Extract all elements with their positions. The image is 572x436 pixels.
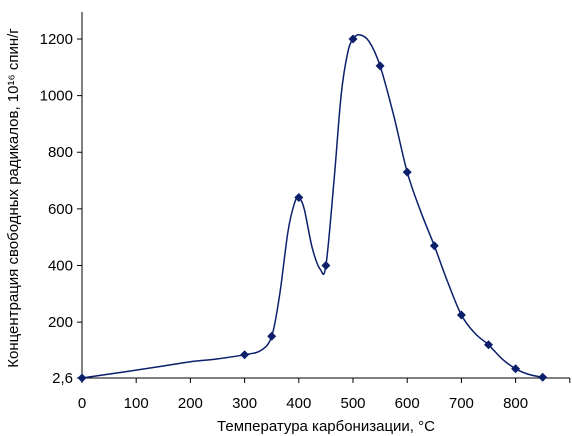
y-tick-label: 1200 <box>40 31 73 48</box>
y-tick-label: 600 <box>48 201 73 218</box>
x-axis-title: Температура карбонизации, °С <box>217 418 435 435</box>
curve-layer <box>81 33 543 379</box>
x-tick-label: 100 <box>124 395 149 412</box>
x-axis-title-text: Температура карбонизации, <box>217 418 418 435</box>
y-tick-label: 800 <box>48 144 73 161</box>
axes: 2,6 200 400 600 800 1000 1200 0 100 200 300 400 500 6… <box>40 12 571 412</box>
x-tick-label: 700 <box>449 395 474 412</box>
data-point <box>511 364 521 374</box>
data-point <box>375 61 385 71</box>
x-tick-label: 800 <box>503 395 528 412</box>
data-point <box>538 372 548 382</box>
y-axis-title: Концентрация свободных радикалов, 10¹⁶ с… <box>5 28 22 368</box>
x-tick-label: 300 <box>232 395 257 412</box>
y-tick-label: 200 <box>48 314 73 331</box>
x-tick-label: 200 <box>178 395 203 412</box>
series-line <box>81 33 543 379</box>
data-point <box>77 373 87 383</box>
data-point <box>348 34 358 44</box>
data-point <box>484 340 493 350</box>
data-point <box>267 331 277 341</box>
y-tick-label: 2,6 <box>52 370 73 387</box>
y-tick-label: 1000 <box>40 88 73 105</box>
x-axis-title-unit: °С <box>418 418 435 435</box>
x-tick-label: 0 <box>78 395 86 412</box>
data-point <box>429 241 439 251</box>
data-point <box>294 193 304 202</box>
data-point <box>240 350 250 360</box>
data-point <box>456 310 466 320</box>
y-axis-title-text: Концентрация свободных радикалов, <box>5 102 22 368</box>
data-point <box>402 167 412 177</box>
marker-layer <box>77 34 548 383</box>
x-tick-label: 600 <box>395 395 420 412</box>
x-tick-label: 500 <box>340 395 365 412</box>
x-tick-label: 400 <box>286 395 311 412</box>
data-point <box>321 261 331 270</box>
y-tick-label: 400 <box>48 257 73 274</box>
y-axis-title-unit: 10¹⁶ спин/г <box>5 28 22 102</box>
